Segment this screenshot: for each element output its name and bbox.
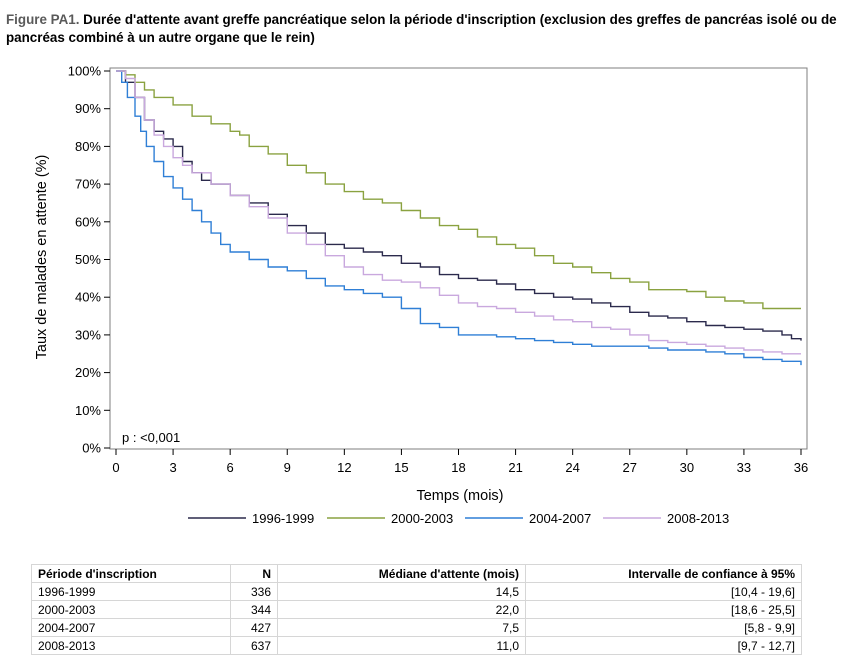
cell-ci: [10,4 - 19,6] xyxy=(525,582,802,601)
x-tick-label: 18 xyxy=(451,460,465,475)
x-tick-label: 9 xyxy=(284,460,291,475)
x-tick-label: 33 xyxy=(737,460,751,475)
x-tick-label: 30 xyxy=(680,460,694,475)
cell-n: 637 xyxy=(230,636,278,655)
figure-caption: Durée d'attente avant greffe pancréatiqu… xyxy=(6,12,837,45)
x-tick-label: 15 xyxy=(394,460,408,475)
legend-label: 1996-1999 xyxy=(252,511,314,526)
x-tick-label: 36 xyxy=(794,460,808,475)
y-tick-label: 0% xyxy=(82,441,101,456)
survival-chart: 0 3 6 9 12 15 18 21 24 27 30 33 360%10%20%30%40%50%6… xyxy=(34,64,808,527)
x-tick-label: 21 xyxy=(508,460,522,475)
series-line-2000-2003 xyxy=(116,70,801,310)
cell-ci: [5,8 - 9,9] xyxy=(525,618,802,637)
series-line-2008-2013 xyxy=(116,70,801,355)
x-tick-label: 3 xyxy=(169,460,176,475)
plot-frame xyxy=(109,67,808,450)
y-tick-label: 60% xyxy=(75,214,101,229)
cell-ci: [9,7 - 12,7] xyxy=(525,636,802,655)
cell-median: 7,5 xyxy=(277,618,526,637)
table-row: 1996-1999 336 14,5 [10,4 - 19,6] xyxy=(31,582,802,601)
cell-period: 2000-2003 xyxy=(31,600,231,619)
y-tick-label: 90% xyxy=(75,101,101,116)
header-period: Période d'inscription xyxy=(31,564,231,583)
x-tick-label: 0 xyxy=(112,460,119,475)
x-tick-label: 6 xyxy=(227,460,234,475)
header-median: Médiane d'attente (mois) xyxy=(277,564,526,583)
table-row: 2008-2013 637 11,0 [9,7 - 12,7] xyxy=(31,636,802,655)
x-axis-label: Temps (mois) xyxy=(416,488,503,504)
y-axis-label: Taux de malades en attente (%) xyxy=(34,155,50,360)
cell-period: 2004-2007 xyxy=(31,618,231,637)
cell-period: 1996-1999 xyxy=(31,582,231,601)
y-tick-label: 10% xyxy=(75,403,101,418)
cell-n: 336 xyxy=(230,582,278,601)
y-tick-label: 100% xyxy=(68,64,102,79)
y-tick-label: 40% xyxy=(75,290,101,305)
cell-ci: [18,6 - 25,5] xyxy=(525,600,802,619)
y-tick-label: 30% xyxy=(75,327,101,342)
p-value-annotation: p : <0,001 xyxy=(122,430,180,445)
cell-median: 14,5 xyxy=(277,582,526,601)
figure-title: Figure PA1. Durée d'attente avant greffe… xyxy=(6,11,841,47)
x-tick-label: 12 xyxy=(337,460,351,475)
y-tick-label: 50% xyxy=(75,252,101,267)
series-line-2004-2007 xyxy=(116,70,802,366)
table-row: 2004-2007 427 7,5 [5,8 - 9,9] xyxy=(31,618,802,637)
y-tick-label: 70% xyxy=(75,177,101,192)
table-header-row: Période d'inscription N Médiane d'attent… xyxy=(31,564,802,583)
header-ci: Intervalle de confiance à 95% xyxy=(525,564,802,583)
cell-n: 344 xyxy=(230,600,278,619)
legend: 1996-1999 2000-2003 2004-2007 2008-2013 xyxy=(188,511,729,526)
table-row: 2000-2003 344 22,0 [18,6 - 25,5] xyxy=(31,600,802,619)
x-tick-label: 24 xyxy=(565,460,579,475)
legend-label: 2004-2007 xyxy=(529,511,591,526)
figure-number: Figure PA1. xyxy=(6,12,80,27)
series-layer xyxy=(116,70,802,366)
cell-n: 427 xyxy=(230,618,278,637)
cell-median: 22,0 xyxy=(277,600,526,619)
cell-period: 2008-2013 xyxy=(31,636,231,655)
axes-layer: 0 3 6 9 12 15 18 21 24 27 30 33 360%10%20%30%40%50%6… xyxy=(68,64,808,476)
cell-median: 11,0 xyxy=(277,636,526,655)
y-tick-label: 80% xyxy=(75,139,101,154)
header-n: N xyxy=(230,564,278,583)
legend-label: 2008-2013 xyxy=(667,511,729,526)
x-tick-label: 27 xyxy=(623,460,637,475)
legend-label: 2000-2003 xyxy=(391,511,453,526)
y-tick-label: 20% xyxy=(75,365,101,380)
median-wait-table: Période d'inscription N Médiane d'attent… xyxy=(31,564,802,655)
